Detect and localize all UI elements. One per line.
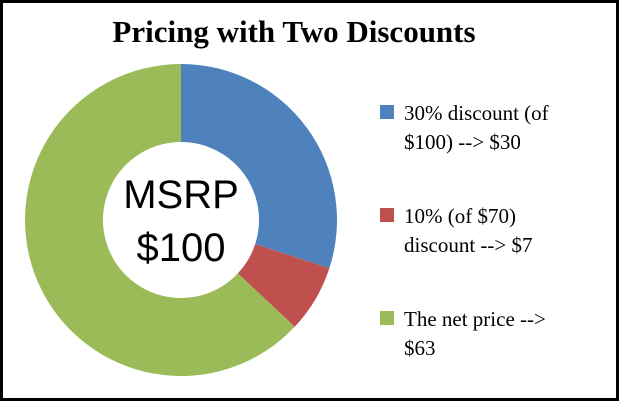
legend-label-line: The net price --> bbox=[404, 307, 546, 331]
donut-slice bbox=[25, 64, 295, 376]
legend-swatch-blue bbox=[380, 105, 394, 119]
legend-item-net-price: The net price --> $63 bbox=[380, 305, 549, 363]
legend-label-line: discount --> $7 bbox=[404, 233, 533, 257]
legend: 30% discount (of $100) --> $30 10% (of $… bbox=[380, 99, 549, 398]
legend-item-discount-30: 30% discount (of $100) --> $30 bbox=[380, 99, 549, 157]
chart-title: Pricing with Two Discounts bbox=[112, 14, 476, 49]
legend-label: 10% (of $70) discount --> $7 bbox=[404, 202, 533, 260]
legend-label-line: $100) --> $30 bbox=[404, 130, 521, 154]
legend-label-line: 10% (of $70) bbox=[404, 204, 516, 228]
legend-label-line: 30% discount (of bbox=[404, 101, 549, 125]
legend-swatch-green bbox=[380, 311, 394, 325]
donut-slice bbox=[237, 244, 330, 327]
donut-center-label: MSRP $100 bbox=[123, 169, 239, 275]
center-label-line2: $100 bbox=[136, 226, 226, 270]
legend-swatch-red bbox=[380, 208, 394, 222]
legend-label-line: $63 bbox=[404, 336, 436, 360]
center-label-line1: MSRP bbox=[123, 173, 239, 217]
donut-slice bbox=[181, 64, 337, 269]
legend-label: The net price --> $63 bbox=[404, 305, 546, 363]
donut-chart bbox=[25, 64, 337, 376]
legend-item-discount-10: 10% (of $70) discount --> $7 bbox=[380, 202, 549, 260]
legend-label: 30% discount (of $100) --> $30 bbox=[404, 99, 549, 157]
